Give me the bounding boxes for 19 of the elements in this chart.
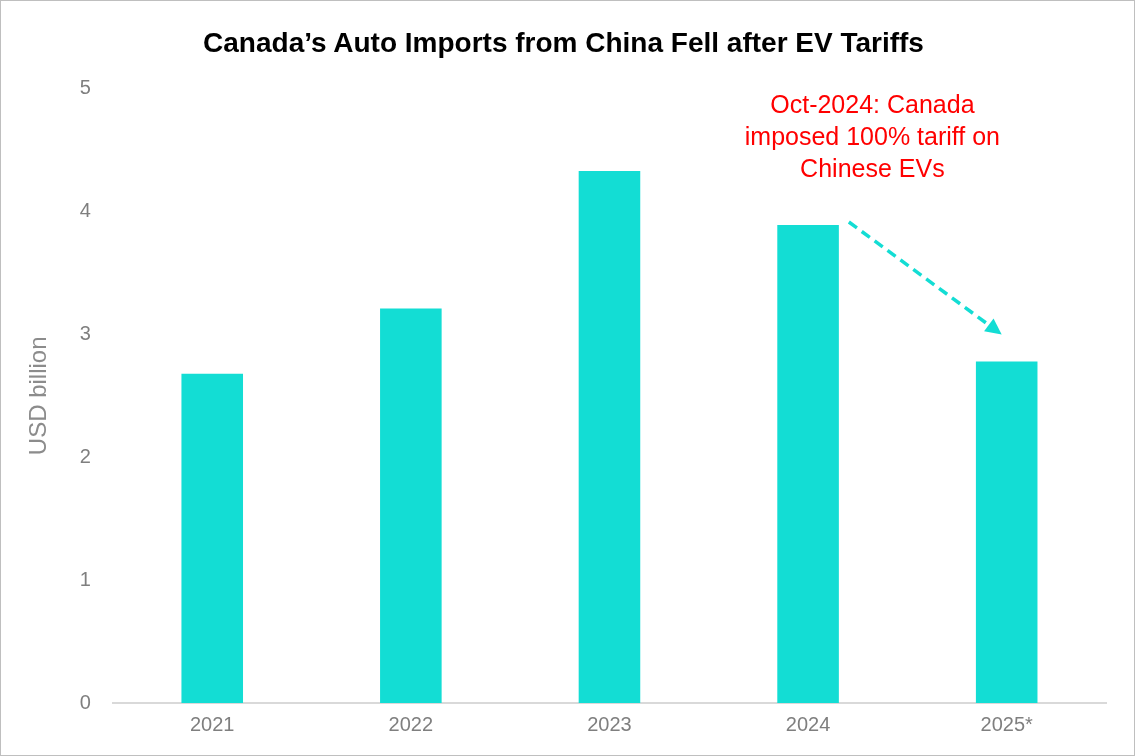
x-tick-label: 2021 — [189, 712, 235, 735]
y-tick-label: 3 — [79, 321, 91, 344]
x-tick-label: 2024 — [785, 712, 831, 735]
bar — [777, 225, 839, 703]
bar — [380, 308, 442, 703]
y-tick-label: 1 — [79, 567, 91, 590]
bar — [975, 361, 1038, 703]
x-tick-label: 2025* — [980, 712, 1034, 735]
y-tick-label: 5 — [79, 76, 91, 99]
bar — [578, 170, 641, 703]
chart-title: Canada’s Auto Imports from China Fell after EV Tariffs — [203, 26, 924, 58]
y-axis-title: USD billion — [24, 336, 52, 456]
y-tick-label: 2 — [79, 444, 91, 467]
y-tick-label: 0 — [79, 690, 91, 713]
bar — [181, 373, 244, 703]
y-tick-label: 4 — [79, 199, 91, 221]
x-tick-label: 2023 — [587, 712, 632, 735]
x-tick-label: 2022 — [388, 712, 434, 735]
annotation: Oct-2024: Canada imposed 100% tariff on Chinese EVs — [744, 90, 1001, 183]
